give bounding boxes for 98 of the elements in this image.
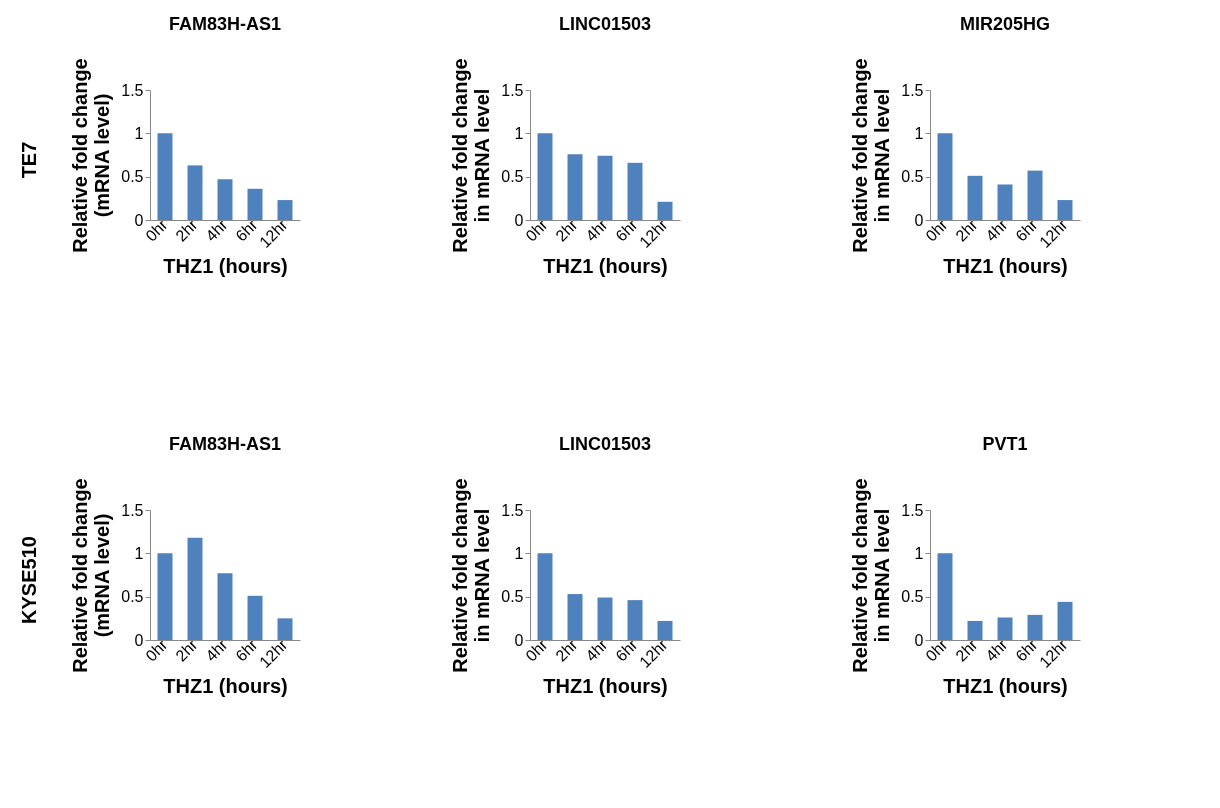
y-tick-label: 0.5	[121, 588, 144, 606]
x-axis-title: THZ1 (hours)	[543, 674, 668, 697]
bar	[277, 200, 293, 220]
y-tick-label: 0.5	[121, 168, 144, 186]
x-tick-label: 0hr	[922, 215, 952, 245]
y-tick-label: 0	[134, 631, 144, 649]
bar	[657, 620, 673, 640]
y-tick-label: 0	[914, 631, 924, 649]
bar	[537, 133, 553, 220]
bar	[187, 537, 203, 640]
x-tick-label: 12hr	[1035, 635, 1072, 671]
x-tick-label: 2hr	[172, 215, 202, 245]
bar	[997, 184, 1013, 220]
y-tick-label: 1	[914, 124, 924, 142]
bar	[967, 620, 983, 640]
y-tick-label: 1.5	[901, 501, 924, 519]
x-tick-label: 2hr	[552, 215, 582, 245]
chart-title: FAM83H-AS1	[168, 13, 282, 34]
y-tick-label: 1	[134, 124, 144, 142]
x-tick-label: 12hr	[635, 635, 672, 671]
bar	[657, 201, 673, 220]
x-tick-label: 12hr	[1035, 215, 1072, 251]
x-tick-label: 12hr	[255, 635, 292, 671]
y-tick-label: 0.5	[901, 588, 924, 606]
x-tick-label: 0hr	[142, 635, 172, 665]
bar	[937, 553, 953, 640]
bar	[217, 179, 233, 220]
bar	[567, 594, 583, 640]
bar	[1027, 614, 1043, 640]
bar	[537, 553, 553, 640]
y-tick-label: 1.5	[501, 81, 524, 99]
x-tick-label: 2hr	[552, 635, 582, 665]
y-tick-label: 1.5	[901, 81, 924, 99]
x-tick-label: 4hr	[582, 635, 612, 665]
y-tick-label: 1	[914, 544, 924, 562]
bar	[247, 188, 263, 220]
x-tick-label: 4hr	[982, 215, 1012, 245]
y-axis-title: Relative fold change (mRNA level)	[69, 478, 114, 673]
y-tick-label: 0	[514, 211, 524, 229]
y-tick-label: 1.5	[121, 501, 144, 519]
y-axis-title: Relative fold change in mRNA level	[849, 58, 894, 253]
x-tick-label: 12hr	[635, 215, 672, 251]
x-tick-label: 12hr	[255, 215, 292, 251]
bar	[997, 617, 1013, 640]
bar	[627, 600, 643, 640]
y-tick-label: 0	[514, 631, 524, 649]
bar	[1057, 200, 1073, 220]
y-axis-title: Relative fold change (mRNA level)	[69, 58, 114, 253]
y-tick-label: 1	[134, 544, 144, 562]
x-tick-label: 2hr	[952, 635, 982, 665]
y-axis-title: Relative fold change in mRNA level	[449, 478, 494, 673]
y-tick-label: 0.5	[501, 588, 524, 606]
chart-title: PVT1	[982, 433, 1028, 454]
text: KYSE510	[18, 536, 40, 624]
bar	[217, 573, 233, 640]
x-tick-label: 0hr	[922, 635, 952, 665]
y-tick-label: 1	[514, 124, 524, 142]
x-tick-label: 4hr	[202, 635, 232, 665]
y-tick-label: 0	[914, 211, 924, 229]
bar	[1027, 170, 1043, 220]
bar	[967, 175, 983, 220]
bar	[1057, 601, 1073, 640]
bar	[187, 165, 203, 220]
y-tick-label: 1	[514, 544, 524, 562]
x-axis-title: THZ1 (hours)	[943, 254, 1068, 277]
bar	[247, 595, 263, 640]
y-axis-title: Relative fold change in mRNA level	[449, 58, 494, 253]
x-tick-label: 2hr	[172, 635, 202, 665]
y-tick-label: 1.5	[121, 81, 144, 99]
x-tick-label: 0hr	[522, 635, 552, 665]
chart-title: FAM83H-AS1	[168, 433, 282, 454]
bar	[157, 553, 173, 640]
chart-title: MIR205HG	[959, 13, 1051, 34]
x-tick-label: 0hr	[522, 215, 552, 245]
x-tick-label: 4hr	[582, 215, 612, 245]
x-axis-title: THZ1 (hours)	[163, 254, 288, 277]
bar	[937, 133, 953, 220]
x-axis-title: THZ1 (hours)	[163, 674, 288, 697]
x-tick-label: 4hr	[202, 215, 232, 245]
bar	[597, 155, 613, 220]
bar	[157, 133, 173, 220]
chart-title: LINC01503	[558, 13, 652, 34]
y-tick-label: 1.5	[501, 501, 524, 519]
x-tick-label: 4hr	[982, 635, 1012, 665]
bar	[277, 618, 293, 640]
bar	[627, 162, 643, 220]
y-tick-label: 0.5	[901, 168, 924, 186]
x-axis-title: THZ1 (hours)	[543, 254, 668, 277]
x-tick-label: 2hr	[952, 215, 982, 245]
bar	[567, 154, 583, 220]
y-tick-label: 0.5	[501, 168, 524, 186]
x-tick-label: 0hr	[142, 215, 172, 245]
x-axis-title: THZ1 (hours)	[943, 674, 1068, 697]
text: TE7	[18, 141, 40, 179]
chart-title: LINC01503	[558, 433, 652, 454]
y-tick-label: 0	[134, 211, 144, 229]
y-axis-title: Relative fold change in mRNA level	[849, 478, 894, 673]
bar	[597, 597, 613, 640]
